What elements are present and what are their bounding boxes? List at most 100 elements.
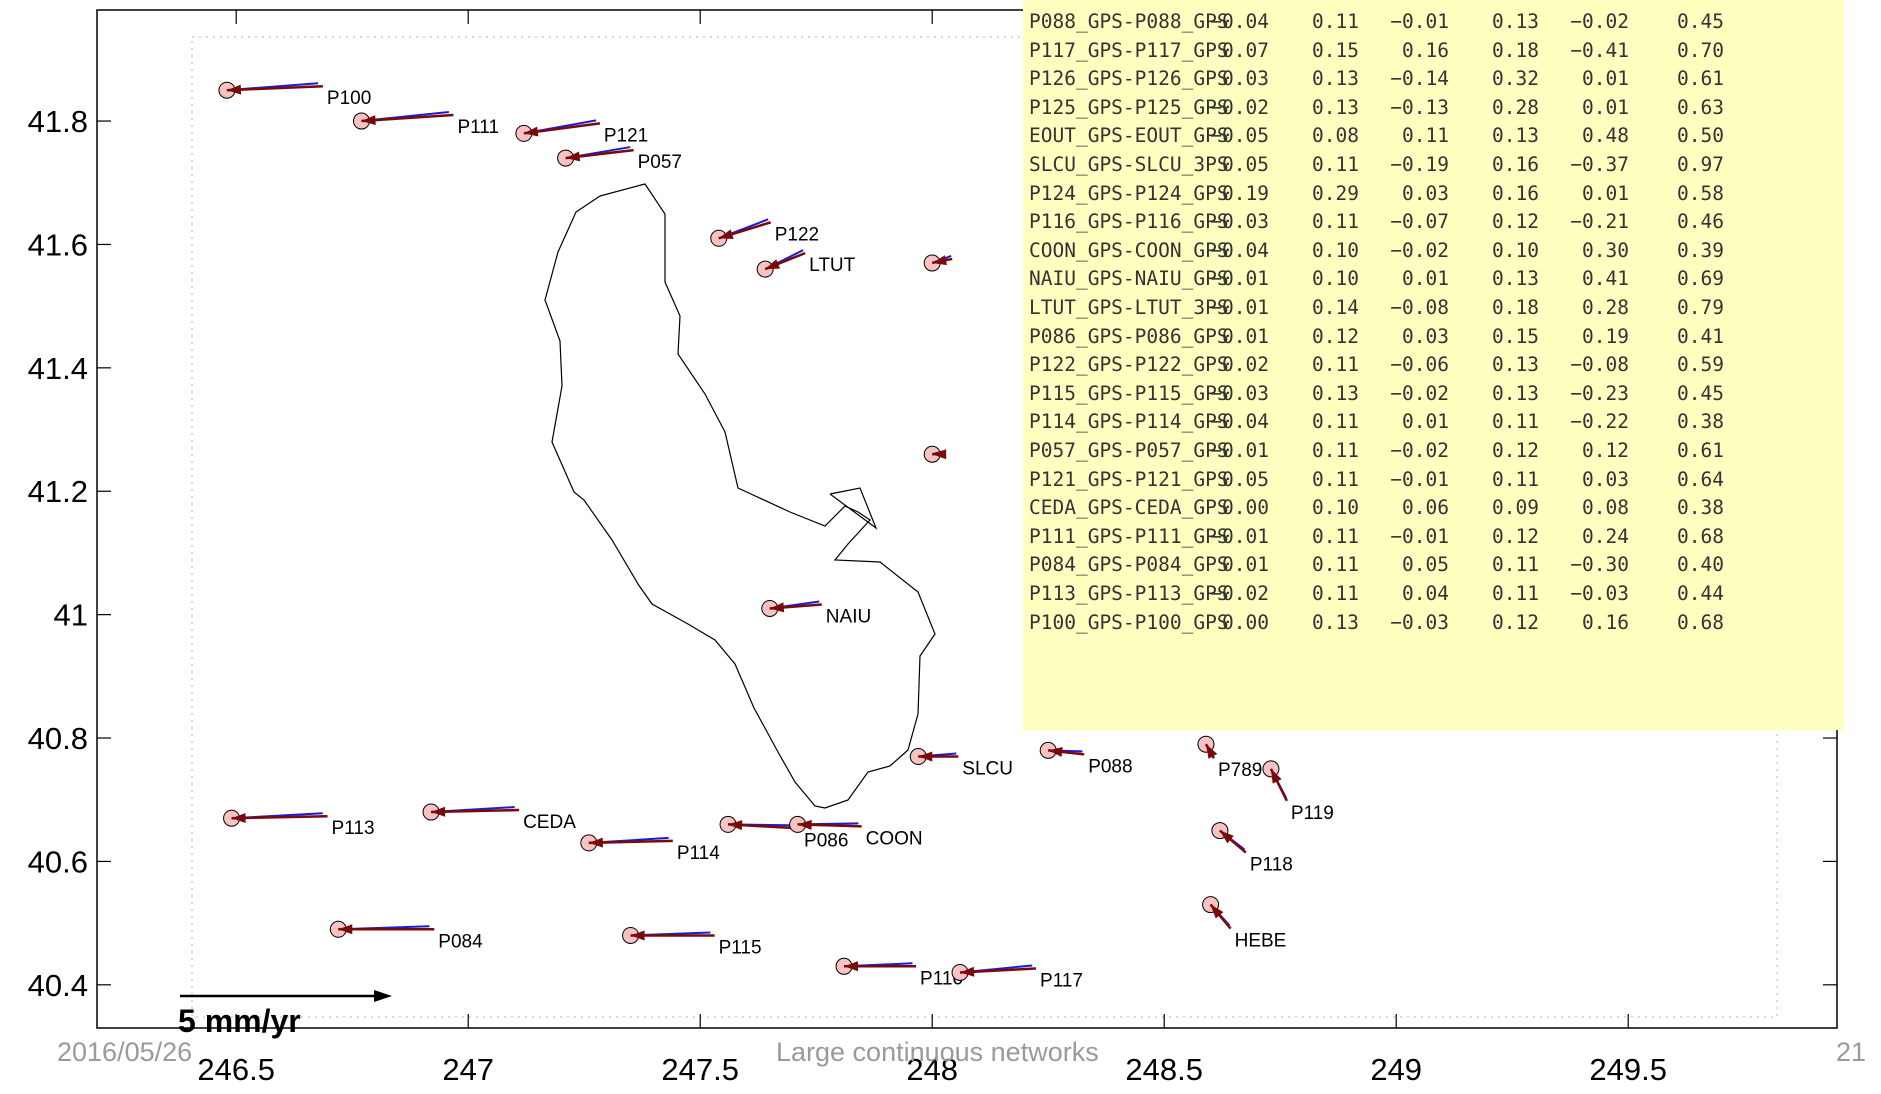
residual-value: 0.61 [1677, 67, 1724, 91]
residual-value: 0.12 [1492, 524, 1539, 548]
velocity-vector [226, 84, 323, 92]
residual-value: −0.02 [1390, 381, 1449, 405]
residual-value: −0.19 [1390, 153, 1449, 176]
residual-value: 0.11 [1492, 467, 1539, 491]
residual-value: 0.03 [1582, 467, 1629, 491]
residual-value: 0.03 [1222, 67, 1269, 91]
station-p122: P122 [710, 218, 819, 247]
station-label: P118 [1250, 855, 1293, 876]
residual-value: 0.45 [1677, 381, 1724, 405]
vector-arrowhead [226, 84, 242, 95]
vector-arrowhead [932, 255, 947, 266]
residual-value: 0.16 [1582, 610, 1629, 634]
residual-value: 0.05 [1222, 153, 1269, 176]
residual-value: 0.38 [1677, 410, 1724, 434]
residual-value: 0.11 [1312, 439, 1359, 462]
station-p115: P115 [622, 926, 762, 958]
y-tick-label: 41 [54, 598, 88, 633]
residual-value: −0.22 [1570, 410, 1629, 434]
residual-value: −0.01 [1210, 267, 1269, 291]
vector-arrowhead [338, 924, 353, 935]
residual-value: 0.13 [1312, 67, 1359, 91]
residual-value: 0.45 [1677, 10, 1724, 33]
residual-site: P126_GPS-P126_GPS [1029, 67, 1229, 91]
residual-value: 0.01 [1582, 67, 1629, 91]
residual-value: 0.10 [1312, 238, 1359, 262]
residual-value: 0.00 [1222, 610, 1269, 634]
velocity-vector [431, 808, 520, 814]
residual-value: 0.03 [1402, 181, 1449, 205]
residual-value: −0.08 [1390, 296, 1449, 319]
residual-value: 0.28 [1582, 296, 1629, 319]
residual-value: −0.23 [1570, 381, 1629, 405]
residual-value: 0.18 [1492, 296, 1539, 319]
station-ltut: LTUT [756, 249, 856, 278]
residual-value: −0.01 [1210, 439, 1269, 462]
station-p057: P057 [557, 146, 682, 173]
residual-value: 0.61 [1677, 439, 1724, 462]
residual-value: 0.79 [1677, 296, 1724, 319]
station-naiu: NAIU [761, 599, 871, 627]
vector-arrowhead [1270, 768, 1282, 784]
residual-value: 0.39 [1677, 238, 1724, 262]
residual-value: 0.13 [1492, 381, 1539, 405]
residual-site: P122_GPS-P122_GPS [1029, 353, 1229, 377]
residual-value: 0.32 [1492, 67, 1539, 91]
station-label: COON [866, 828, 923, 849]
residual-value: 0.50 [1677, 124, 1724, 148]
residual-value: 0.12 [1492, 210, 1539, 234]
y-tick-label: 40.8 [28, 721, 88, 756]
island-outline [829, 487, 878, 530]
residual-value: −0.06 [1390, 353, 1449, 377]
residual-value: −0.05 [1210, 124, 1269, 148]
residual-value: 0.68 [1677, 610, 1724, 634]
station-hebe: HEBE [1202, 896, 1286, 952]
residual-value: −0.02 [1390, 238, 1449, 262]
residual-site: EOUT_GPS-EOUT_GPS [1029, 124, 1229, 148]
residual-value: 0.38 [1677, 496, 1724, 520]
residual-site: P111_GPS-P111_GPS [1029, 524, 1229, 548]
y-tick-label: 40.4 [28, 968, 88, 1003]
station-label: P114 [677, 843, 720, 864]
station-p111: P111 [352, 111, 499, 138]
residual-value: 0.01 [1582, 181, 1629, 205]
residual-value: 0.10 [1312, 496, 1359, 520]
residual-value: 0.64 [1677, 467, 1724, 491]
residual-value: 0.04 [1402, 582, 1449, 605]
residual-value: 0.41 [1677, 324, 1724, 348]
residual-value: 0.16 [1492, 153, 1539, 176]
station-p789: P789 [1197, 735, 1262, 781]
residual-value: 0.46 [1677, 210, 1724, 234]
vector-arrowhead [932, 449, 947, 460]
station-label: P086 [804, 830, 848, 851]
scale-arrow: 5 mm/yr [178, 990, 392, 1039]
residual-value: −0.03 [1210, 210, 1269, 234]
residual-value: −0.03 [1210, 381, 1269, 405]
y-tick-label: 41.8 [28, 104, 88, 139]
residual-value: −0.01 [1210, 296, 1269, 319]
residual-value: −0.03 [1390, 610, 1449, 634]
station-layer: P100 P111 P121 P057 P122 LTUT NAIU SLCU P088 P789… [218, 81, 1334, 991]
residual-value: 0.12 [1312, 324, 1359, 348]
x-tick-label: 248 [906, 1052, 958, 1087]
residual-value: 0.11 [1312, 553, 1359, 577]
vector-arrowhead [565, 151, 581, 162]
x-axis: 246.5 247 247.5 248 248.5 249 249.5 [197, 10, 1667, 1087]
residual-value: 0.06 [1402, 496, 1449, 520]
residual-value: 0.01 [1582, 95, 1629, 119]
residual-site: NAIU_GPS-NAIU_GPS [1029, 267, 1229, 291]
x-tick-label: 247.5 [661, 1052, 739, 1087]
vector-arrowhead [797, 819, 812, 830]
vector-arrowhead [728, 820, 743, 831]
vector-arrowhead [361, 115, 376, 126]
residual-site: P100_GPS-P100_GPS [1029, 610, 1229, 634]
vector-arrowhead [844, 961, 859, 972]
residual-value: 0.13 [1492, 353, 1539, 377]
station-label: P084 [438, 931, 483, 952]
residual-value: 0.02 [1222, 353, 1269, 377]
residual-value: −0.02 [1390, 439, 1449, 462]
residual-site: COON_GPS-COON_GPS [1029, 238, 1229, 262]
residual-site: P115_GPS-P115_GPS [1029, 381, 1229, 405]
residual-value: 0.16 [1402, 38, 1449, 62]
residual-value: −0.13 [1390, 95, 1449, 119]
